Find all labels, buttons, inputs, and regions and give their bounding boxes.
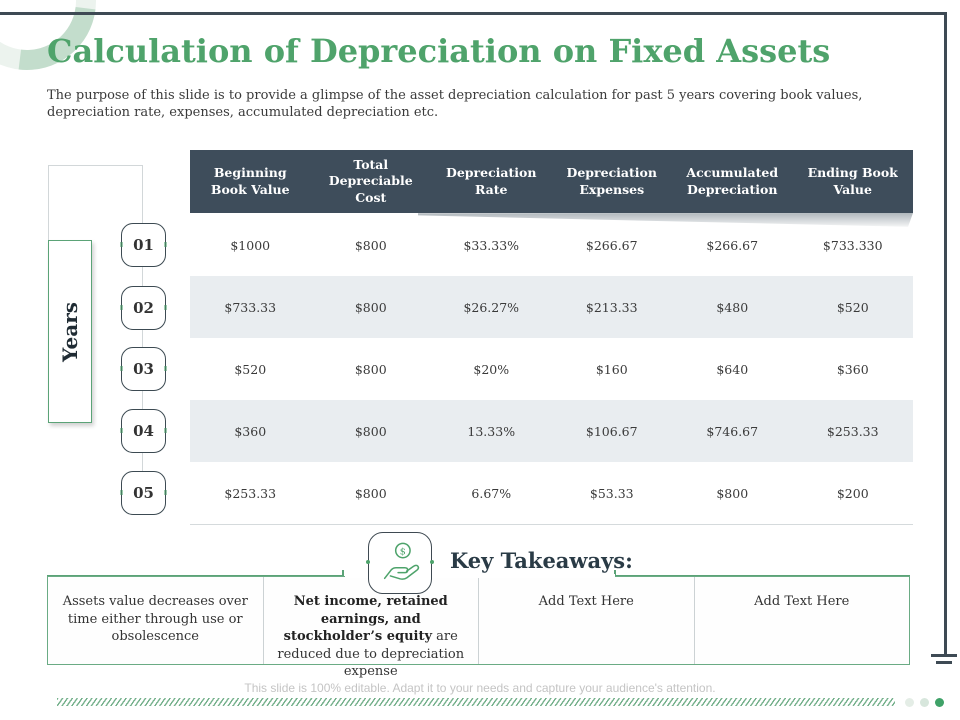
takeaway-bold-text: Net income, retained earnings, and stock… <box>283 594 448 645</box>
table-cell: $266.67 <box>585 237 638 253</box>
table-header-cell: Total Depreciable Cost <box>328 157 413 205</box>
table-cell: $266.67 <box>706 237 759 253</box>
table-header-row: Beginning Book Value Total Depreciable C… <box>190 150 913 213</box>
table-cell: $733.330 <box>822 237 883 253</box>
table-row: $520 $800 $20% $160 $640 $360 <box>190 338 913 400</box>
table-header-cell: Accumulated Depreciation <box>686 165 779 197</box>
hand-holding-dollar-icon: $ <box>366 532 434 594</box>
table-cell: $160 <box>595 361 628 377</box>
takeaways-border-gap <box>345 574 615 578</box>
years-axis-label: Years <box>48 240 92 423</box>
depreciation-table: Beginning Book Value Total Depreciable C… <box>190 150 913 525</box>
table-cell: $640 <box>716 361 749 377</box>
takeaway-text: are reduced due to depreciation expense <box>277 629 465 680</box>
table-cell: $746.67 <box>706 423 759 439</box>
takeaway-text[interactable]: Add Text Here <box>754 594 850 609</box>
footer-note: This slide is 100% editable. Adapt it to… <box>244 681 716 695</box>
table-cell: $53.33 <box>589 485 634 501</box>
table-cell: $20% <box>473 361 510 377</box>
table-cell: 6.67% <box>471 485 512 501</box>
year-marker-label: 05 <box>133 484 154 502</box>
table-cell: $800 <box>354 485 387 501</box>
table-header-cell: Depreciation Rate <box>446 165 537 197</box>
takeaway-item: Assets value decreases over time either … <box>48 577 263 664</box>
table-cell: $733.33 <box>224 299 277 315</box>
svg-text:$: $ <box>400 546 406 557</box>
table-cell: $520 <box>836 299 869 315</box>
page-title: Calculation of Depreciation on Fixed Ass… <box>47 32 831 70</box>
table-cell: $213.33 <box>585 299 638 315</box>
table-header-cell: Ending Book Value <box>807 165 898 197</box>
table-cell: $253.33 <box>826 423 879 439</box>
takeaways-heading: Key Takeaways: <box>450 548 633 573</box>
years-connector-outline <box>48 165 143 240</box>
table-row: $360 $800 13.33% $106.67 $746.67 $253.33 <box>190 400 913 462</box>
year-marker-01: 01 <box>120 223 167 267</box>
year-marker-label: 01 <box>133 236 154 254</box>
year-marker-label: 02 <box>133 299 154 317</box>
frame-end-mark <box>936 661 952 664</box>
table-cell: $800 <box>354 237 387 253</box>
table-cell: $520 <box>234 361 267 377</box>
table-cell: $800 <box>716 485 749 501</box>
pagination-dot <box>905 698 914 707</box>
table-cell: $33.33% <box>463 237 520 253</box>
table-cell: $106.67 <box>585 423 638 439</box>
table-cell: 13.33% <box>467 423 516 439</box>
table-cell: $800 <box>354 299 387 315</box>
takeaway-text[interactable]: Add Text Here <box>538 594 634 609</box>
hatched-accent-strip <box>57 698 895 706</box>
years-axis-label-text: Years <box>58 301 82 362</box>
frame-top-line <box>0 12 947 15</box>
takeaway-placeholder[interactable]: Add Text Here <box>478 577 694 664</box>
year-marker-label: 04 <box>133 422 154 440</box>
year-marker-04: 04 <box>120 409 167 453</box>
table-header-cell: Beginning Book Value <box>210 165 290 197</box>
table-cell: $253.33 <box>224 485 277 501</box>
table-row: $1000 $800 $33.33% $266.67 $266.67 $733.… <box>190 214 913 276</box>
table-cell: $360 <box>836 361 869 377</box>
table-cell: $200 <box>836 485 869 501</box>
pagination-dot <box>920 698 929 707</box>
table-row: $253.33 $800 6.67% $53.33 $800 $200 <box>190 462 913 524</box>
table-body: $1000 $800 $33.33% $266.67 $266.67 $733.… <box>190 214 913 525</box>
table-row: $733.33 $800 $26.27% $213.33 $480 $520 <box>190 276 913 338</box>
takeaway-placeholder[interactable]: Add Text Here <box>693 577 910 664</box>
table-cell: $480 <box>716 299 749 315</box>
table-cell: $26.27% <box>463 299 520 315</box>
year-marker-05: 05 <box>120 471 167 515</box>
slide-subtitle: The purpose of this slide is to provide … <box>47 88 863 120</box>
year-marker-label: 03 <box>133 360 154 378</box>
takeaway-text: Assets value decreases over time either … <box>62 594 248 645</box>
year-marker-03: 03 <box>120 347 167 391</box>
table-cell: $800 <box>354 361 387 377</box>
table-header-cell: Depreciation Expenses <box>566 165 657 197</box>
pagination-dot-active <box>935 698 944 707</box>
year-marker-02: 02 <box>120 286 167 330</box>
takeaway-item: Net income, retained earnings, and stock… <box>262 577 479 679</box>
takeaways-panel: Assets value decreases over time either … <box>47 576 910 679</box>
table-cell: $360 <box>234 423 267 439</box>
table-cell: $1000 <box>230 237 271 253</box>
table-cell: $800 <box>354 423 387 439</box>
frame-right-line <box>944 12 947 654</box>
frame-end-mark <box>931 654 957 657</box>
